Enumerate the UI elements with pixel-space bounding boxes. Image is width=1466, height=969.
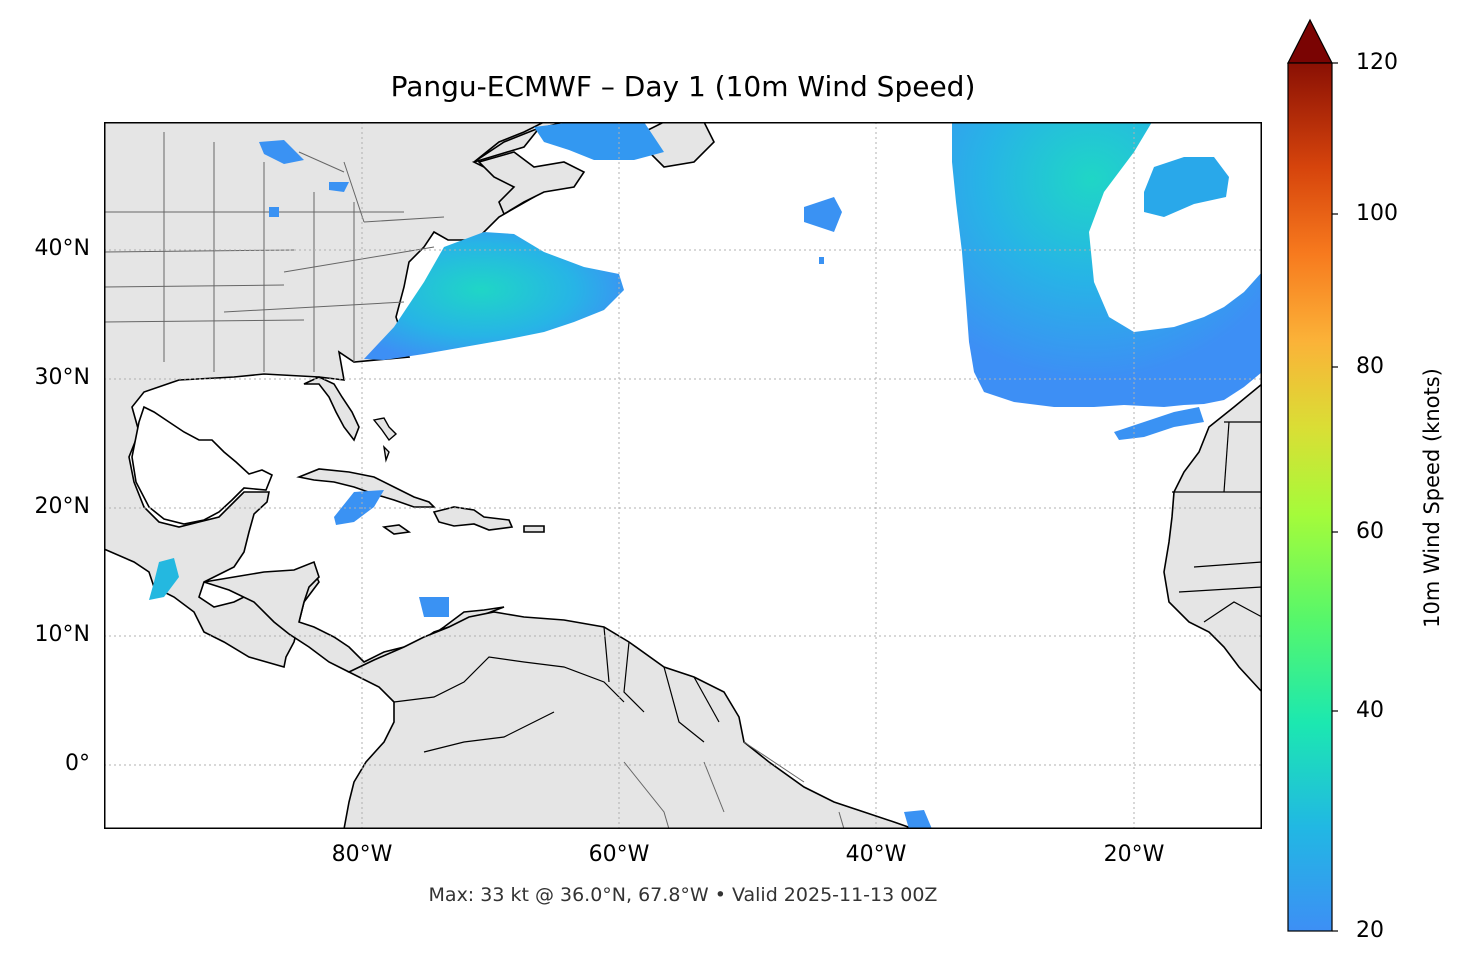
wind-speed-map[interactable] xyxy=(104,122,1262,829)
puerto-rico xyxy=(523,525,545,533)
lon-label-80w: 80°W xyxy=(331,842,393,867)
lon-label-20w: 20°W xyxy=(1103,842,1165,867)
wind-cell-northeast-atlantic xyxy=(952,122,1262,407)
wind-cell-newfoundland xyxy=(534,122,664,160)
graticule xyxy=(104,122,1262,829)
state-borders xyxy=(104,132,445,372)
lat-label-10n: 10°N xyxy=(34,622,90,647)
brazil-state-borders xyxy=(623,741,845,829)
lat-label-20n: 20°N xyxy=(34,494,90,519)
bahamas xyxy=(372,417,398,463)
colorbar-tick-80: 80 xyxy=(1356,354,1384,379)
colorbar-ticks xyxy=(1332,62,1338,932)
lat-label-30n: 30°N xyxy=(34,365,90,390)
colorbar-tick-20: 20 xyxy=(1356,918,1384,943)
maritimes-land xyxy=(477,151,586,216)
wind-cell-off-us-east-coast xyxy=(364,232,624,360)
labrador-coast xyxy=(473,122,565,163)
colorbar-extend-arrow xyxy=(1287,18,1333,64)
africa-borders xyxy=(1172,421,1262,623)
africa-land xyxy=(1163,382,1262,694)
lon-label-60w: 60°W xyxy=(588,842,650,867)
wind-cell-great-lakes xyxy=(259,140,349,217)
map-frame xyxy=(104,122,1262,829)
florida xyxy=(303,376,360,442)
colorbar-title: 10m Wind Speed (knots) xyxy=(1420,368,1444,628)
wind-cell-bay-of-campeche xyxy=(149,558,179,600)
hispaniola xyxy=(432,506,514,531)
wind-cell-mid-atlantic xyxy=(804,197,842,264)
max-wind-caption: Max: 33 kt @ 36.0°N, 67.8°W • Valid 2025… xyxy=(428,884,938,906)
colorbar-tick-60: 60 xyxy=(1356,519,1384,544)
wind-cell-canary xyxy=(1114,407,1204,440)
colorbar-tick-120: 120 xyxy=(1356,50,1398,75)
lon-label-40w: 40°W xyxy=(845,842,907,867)
wind-cell-caribbean xyxy=(334,490,449,617)
wind-cell-brazil xyxy=(904,810,932,829)
lat-label-40n: 40°N xyxy=(34,236,90,261)
jamaica xyxy=(381,524,412,535)
map-canvas xyxy=(104,122,1262,829)
cuba xyxy=(296,468,436,508)
colorbar-gradient xyxy=(1287,62,1333,932)
lat-label-0: 0° xyxy=(65,751,90,776)
south-america-borders xyxy=(393,626,720,753)
wind-cell-azores xyxy=(1144,157,1229,217)
colorbar[interactable] xyxy=(1286,16,1356,936)
map-title: Pangu-ECMWF – Day 1 (10m Wind Speed) xyxy=(390,70,976,103)
colorbar-tick-40: 40 xyxy=(1356,698,1384,723)
gulf-of-mexico xyxy=(131,405,274,525)
wind-speed-shading xyxy=(149,122,1262,829)
colorbar-tick-100: 100 xyxy=(1356,201,1398,226)
